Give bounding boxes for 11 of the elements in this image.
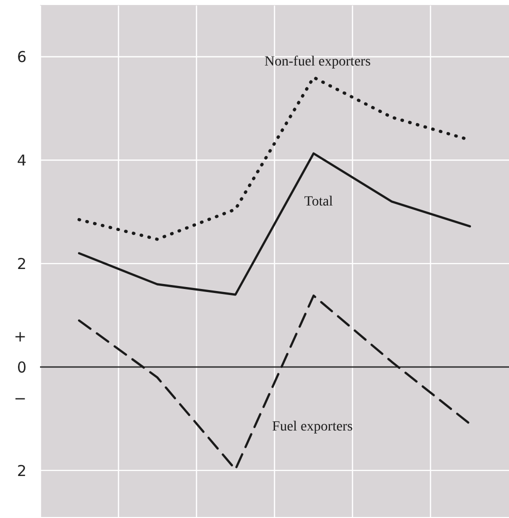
- y-tick-label: 0: [16, 358, 26, 377]
- y-tick-label: +: [14, 327, 26, 346]
- y-tick-label: 6: [16, 48, 26, 66]
- y-tick-label: −: [14, 390, 26, 408]
- y-tick-label: 2: [16, 462, 26, 480]
- series-label: Fuel exporters: [272, 419, 353, 434]
- y-tick-label: 2: [16, 255, 26, 274]
- line-series: [78, 152, 472, 296]
- y-tick-label: 4: [16, 152, 26, 170]
- series-label: Non-fuel exporters: [264, 54, 371, 70]
- series-label: Total: [304, 194, 333, 210]
